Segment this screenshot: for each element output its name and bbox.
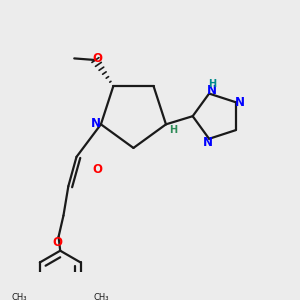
- Text: H: H: [169, 125, 177, 135]
- Text: O: O: [92, 52, 102, 65]
- Text: N: N: [91, 117, 101, 130]
- Text: N: N: [235, 96, 245, 109]
- Text: O: O: [92, 164, 102, 176]
- Text: H: H: [208, 80, 216, 89]
- Text: CH₃: CH₃: [94, 293, 109, 300]
- Text: N: N: [207, 84, 217, 97]
- Text: CH₃: CH₃: [11, 293, 27, 300]
- Text: N: N: [202, 136, 212, 149]
- Text: O: O: [52, 236, 62, 249]
